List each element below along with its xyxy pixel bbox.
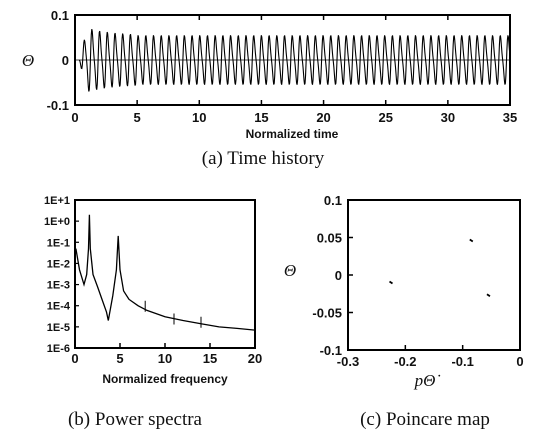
time-history-x-tick-label: 25 xyxy=(378,110,392,125)
time-history-x-tick-label: 0 xyxy=(71,110,78,125)
poincare-caption: (c) Poincare map xyxy=(360,409,490,430)
poincare-y-tick-label: 0.05 xyxy=(317,231,342,246)
time-history-y-tick-label: 0 xyxy=(62,53,69,68)
poincare-x-ticks: -0.3 -0.2 -0.1 0 xyxy=(337,345,524,369)
time-history-panel: 0 5 10 15 20 25 30 35 0.10-0.1 Normalized time … xyxy=(22,8,517,169)
power-spectra-x-label: Normalized frequency xyxy=(102,372,228,386)
power-spectra-y-tick-label: 1E-1 xyxy=(47,237,70,249)
poincare-x-tick-label: -0.1 xyxy=(451,354,473,369)
power-spectra-x-tick-label: 10 xyxy=(158,351,172,366)
poincare-x-tick-label: -0.3 xyxy=(337,354,359,369)
poincare-point xyxy=(486,293,491,297)
time-history-x-tick-label: 15 xyxy=(254,110,268,125)
power-spectra-y-tick-label: 1E-2 xyxy=(47,258,70,270)
power-spectra-x-tick-label: 5 xyxy=(116,351,123,366)
power-spectra-y-tick-label: 1E+1 xyxy=(44,195,70,207)
power-spectra-curve xyxy=(75,214,256,331)
time-history-y-tick-label: -0.1 xyxy=(47,98,69,113)
time-history-line xyxy=(78,29,511,92)
time-history-signal xyxy=(78,29,511,92)
time-history-y-tick-label: 0.1 xyxy=(51,8,69,23)
time-history-x-tick-label: 5 xyxy=(134,110,141,125)
power-spectra-panel: 0 5 10 15 20 1E+1 1E+0 1E-1 1E-2 1E-3 1E-4 1E-5 1E-… xyxy=(44,195,262,430)
poincare-point xyxy=(389,280,393,285)
poincare-x-label: pΘ̇ xyxy=(414,371,441,390)
poincare-x-tick-label: 0 xyxy=(516,354,523,369)
poincare-y-ticks: 0.1 0.05 0 -0.05 -0.1 xyxy=(312,193,353,358)
power-spectra-x-tick-label: 20 xyxy=(248,351,262,366)
poincare-x-tick-label: -0.2 xyxy=(394,354,416,369)
power-spectra-y-tick-label: 1E+0 xyxy=(44,216,70,228)
time-history-x-label: Normalized time xyxy=(246,127,339,141)
poincare-y-tick-label: -0.1 xyxy=(320,343,342,358)
power-spectra-y-tick-label: 1E-4 xyxy=(47,301,71,313)
power-spectra-x-tick-label: 0 xyxy=(71,351,78,366)
time-history-y-ticks: 0.1 0 -0.1 xyxy=(47,8,69,113)
poincare-y-label: Θ xyxy=(284,261,296,280)
power-spectra-y-tick-label: 1E-3 xyxy=(47,280,70,292)
poincare-frame xyxy=(347,199,521,351)
poincare-y-tick-label: 0 xyxy=(335,268,342,283)
power-spectra-caption: (b) Power spectra xyxy=(68,409,203,430)
power-spectra-marks xyxy=(144,300,202,328)
time-history-x-ticks: 0 5 10 15 20 25 30 35 xyxy=(71,15,517,125)
power-spectra-y-tick-label: 1E-6 xyxy=(47,343,70,355)
time-history-caption: (a) Time history xyxy=(202,148,325,169)
power-spectra-y-tick-label: 1E-5 xyxy=(47,322,70,334)
power-spectra-y-ticks: 1E+1 1E+0 1E-1 1E-2 1E-3 1E-4 1E-5 1E-6 xyxy=(44,195,79,355)
poincare-y-tick-label: 0.1 xyxy=(324,193,342,208)
poincare-panel: -0.3 -0.2 -0.1 0 0.1 0.05 0 -0.05 -0.1 pΘ̇ Θ (c… xyxy=(284,193,524,430)
poincare-y-tick-label: -0.05 xyxy=(312,306,342,321)
power-spectra-x-ticks: 0 5 10 15 20 xyxy=(71,343,262,366)
time-history-x-tick-label: 35 xyxy=(503,110,517,125)
time-history-y-label: Θ xyxy=(22,51,34,70)
poincare-points xyxy=(389,238,491,297)
time-history-x-tick-label: 20 xyxy=(316,110,330,125)
poincare-point xyxy=(469,238,474,243)
power-spectra-frame xyxy=(74,199,256,349)
time-history-x-tick-label: 10 xyxy=(192,110,206,125)
time-history-x-tick-label: 30 xyxy=(441,110,455,125)
power-spectra-x-tick-label: 15 xyxy=(203,351,217,366)
